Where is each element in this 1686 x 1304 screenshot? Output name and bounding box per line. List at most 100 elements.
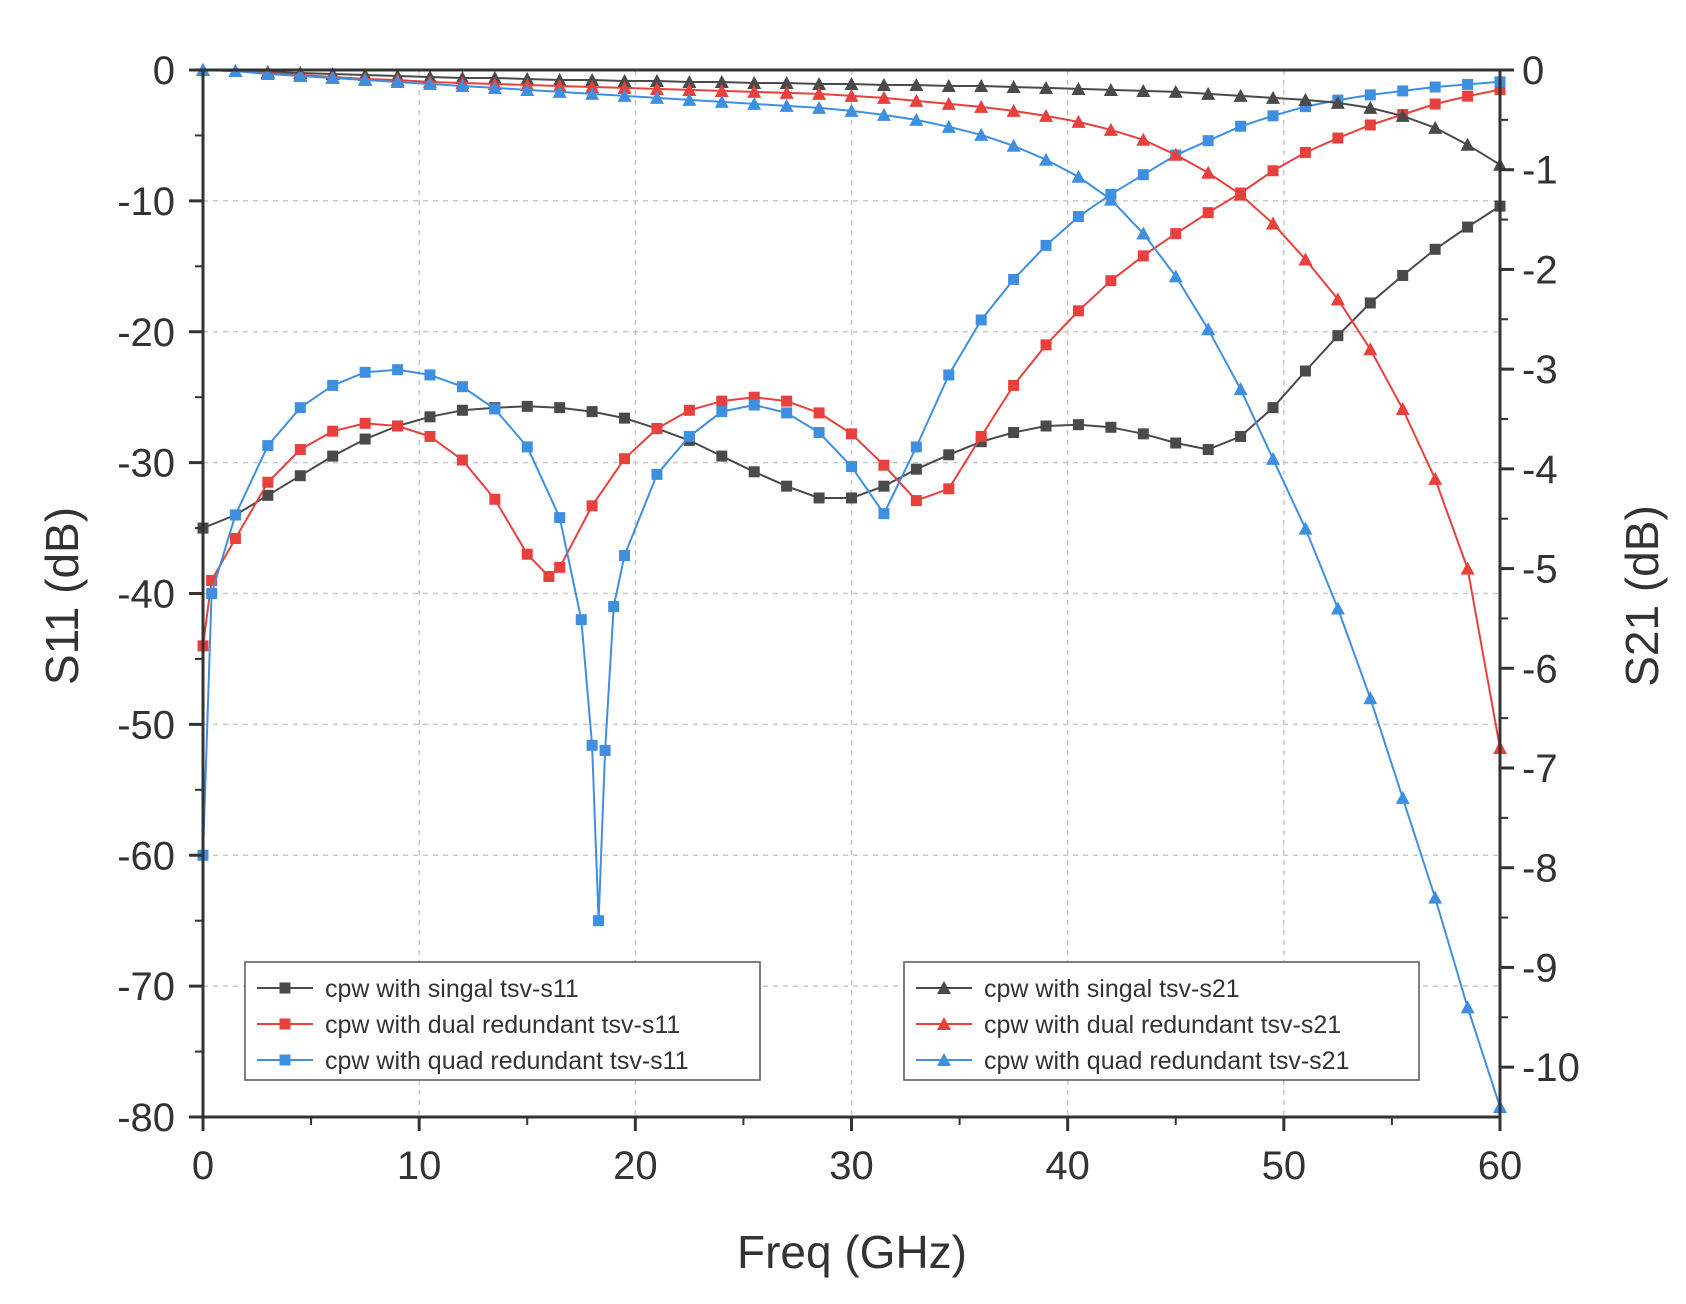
data-point: [1267, 402, 1279, 414]
data-point: [1136, 226, 1151, 240]
y-right-tick-label: -6: [1522, 647, 1558, 691]
data-point: [1460, 137, 1475, 151]
data-point: [229, 533, 241, 545]
data-point: [716, 395, 728, 407]
data-point: [974, 78, 989, 92]
data-point: [422, 76, 437, 90]
data-point: [844, 103, 859, 117]
data-point: [617, 88, 632, 102]
data-point: [1429, 98, 1441, 110]
data-point: [390, 74, 405, 88]
data-point: [1006, 138, 1021, 152]
legend-marker: [279, 982, 291, 994]
data-point: [844, 76, 859, 90]
data-point: [1071, 169, 1086, 183]
data-point: [1201, 322, 1216, 336]
legend-marker: [937, 981, 951, 994]
data-point: [909, 77, 924, 91]
data-point: [1298, 252, 1313, 266]
data-point: [779, 98, 794, 112]
data-point: [1201, 165, 1216, 179]
x-tick-label: 0: [192, 1144, 214, 1188]
data-point: [262, 489, 274, 501]
data-point: [748, 399, 760, 411]
y-left-tick-label: -50: [117, 703, 175, 747]
data-point: [1006, 103, 1021, 117]
data-point: [943, 449, 955, 461]
y-right-tick-label: -5: [1522, 548, 1558, 592]
data-point: [586, 500, 598, 512]
data-point: [1202, 207, 1214, 219]
y-left-tick-label: -60: [117, 834, 175, 878]
data-point: [1202, 444, 1214, 456]
data-point: [1266, 216, 1281, 230]
data-point: [456, 381, 468, 393]
data-point: [1137, 428, 1149, 440]
data-point: [327, 450, 339, 462]
y-left-tick-label: -80: [117, 1096, 175, 1140]
series-line: [202, 80, 1501, 922]
data-point: [1429, 243, 1441, 255]
data-point: [608, 601, 620, 613]
data-point: [1039, 108, 1054, 122]
data-point: [392, 364, 404, 376]
data-point: [876, 77, 891, 91]
data-point: [1460, 561, 1475, 575]
data-point: [424, 411, 436, 423]
legend-box: [903, 961, 1420, 1081]
y-left-tick-label: -20: [117, 311, 175, 355]
data-point: [619, 412, 631, 424]
data-point: [294, 470, 306, 482]
data-point: [1395, 402, 1410, 416]
grid-lines: [203, 70, 1500, 1117]
data-point: [229, 509, 241, 521]
data-point: [1460, 1000, 1475, 1014]
data-point: [1008, 273, 1020, 285]
legend-marker: [279, 1054, 291, 1066]
data-point: [682, 82, 697, 96]
legend-marker: [937, 1017, 951, 1030]
legend-label: cpw with singal tsv-s11: [325, 975, 579, 1003]
data-point: [1235, 430, 1247, 442]
data-point: [456, 404, 468, 416]
y-left-tick-label: -40: [117, 573, 175, 617]
data-point: [813, 427, 825, 439]
y-left-axis-title: S11 (dB): [36, 507, 88, 685]
data-point: [1235, 120, 1247, 132]
data-point: [1136, 132, 1151, 146]
data-point: [1397, 85, 1409, 97]
data-point: [619, 550, 631, 562]
data-point: [1040, 339, 1052, 351]
data-point: [521, 441, 533, 453]
data-point: [909, 112, 924, 126]
x-tick-label: 40: [1045, 1144, 1090, 1188]
data-point: [424, 430, 436, 442]
data-point: [1428, 471, 1443, 485]
data-point: [1008, 379, 1020, 391]
legend-label: cpw with quad redundant tsv-s11: [325, 1047, 689, 1075]
data-point: [554, 512, 566, 524]
data-point: [521, 400, 533, 412]
data-point: [878, 480, 890, 492]
x-tick-label: 30: [829, 1144, 874, 1188]
y-left-tick-label: -70: [117, 965, 175, 1009]
data-point: [1462, 90, 1474, 102]
y-right-tick-label: -8: [1522, 847, 1558, 891]
data-point: [1267, 165, 1279, 177]
data-point: [649, 81, 664, 95]
data-point: [1462, 221, 1474, 233]
data-point: [813, 492, 825, 504]
data-point: [716, 450, 728, 462]
data-point: [974, 127, 989, 141]
data-point: [543, 570, 555, 582]
data-point: [846, 428, 857, 440]
data-point: [876, 90, 891, 104]
data-point: [1267, 110, 1279, 122]
y-right-tick-label: -7: [1522, 747, 1558, 791]
data-point: [593, 915, 605, 927]
data-point: [599, 745, 611, 757]
data-point: [1072, 419, 1084, 431]
data-point: [714, 94, 729, 108]
y-right-tick-label: -2: [1522, 248, 1558, 292]
data-point: [325, 70, 340, 84]
